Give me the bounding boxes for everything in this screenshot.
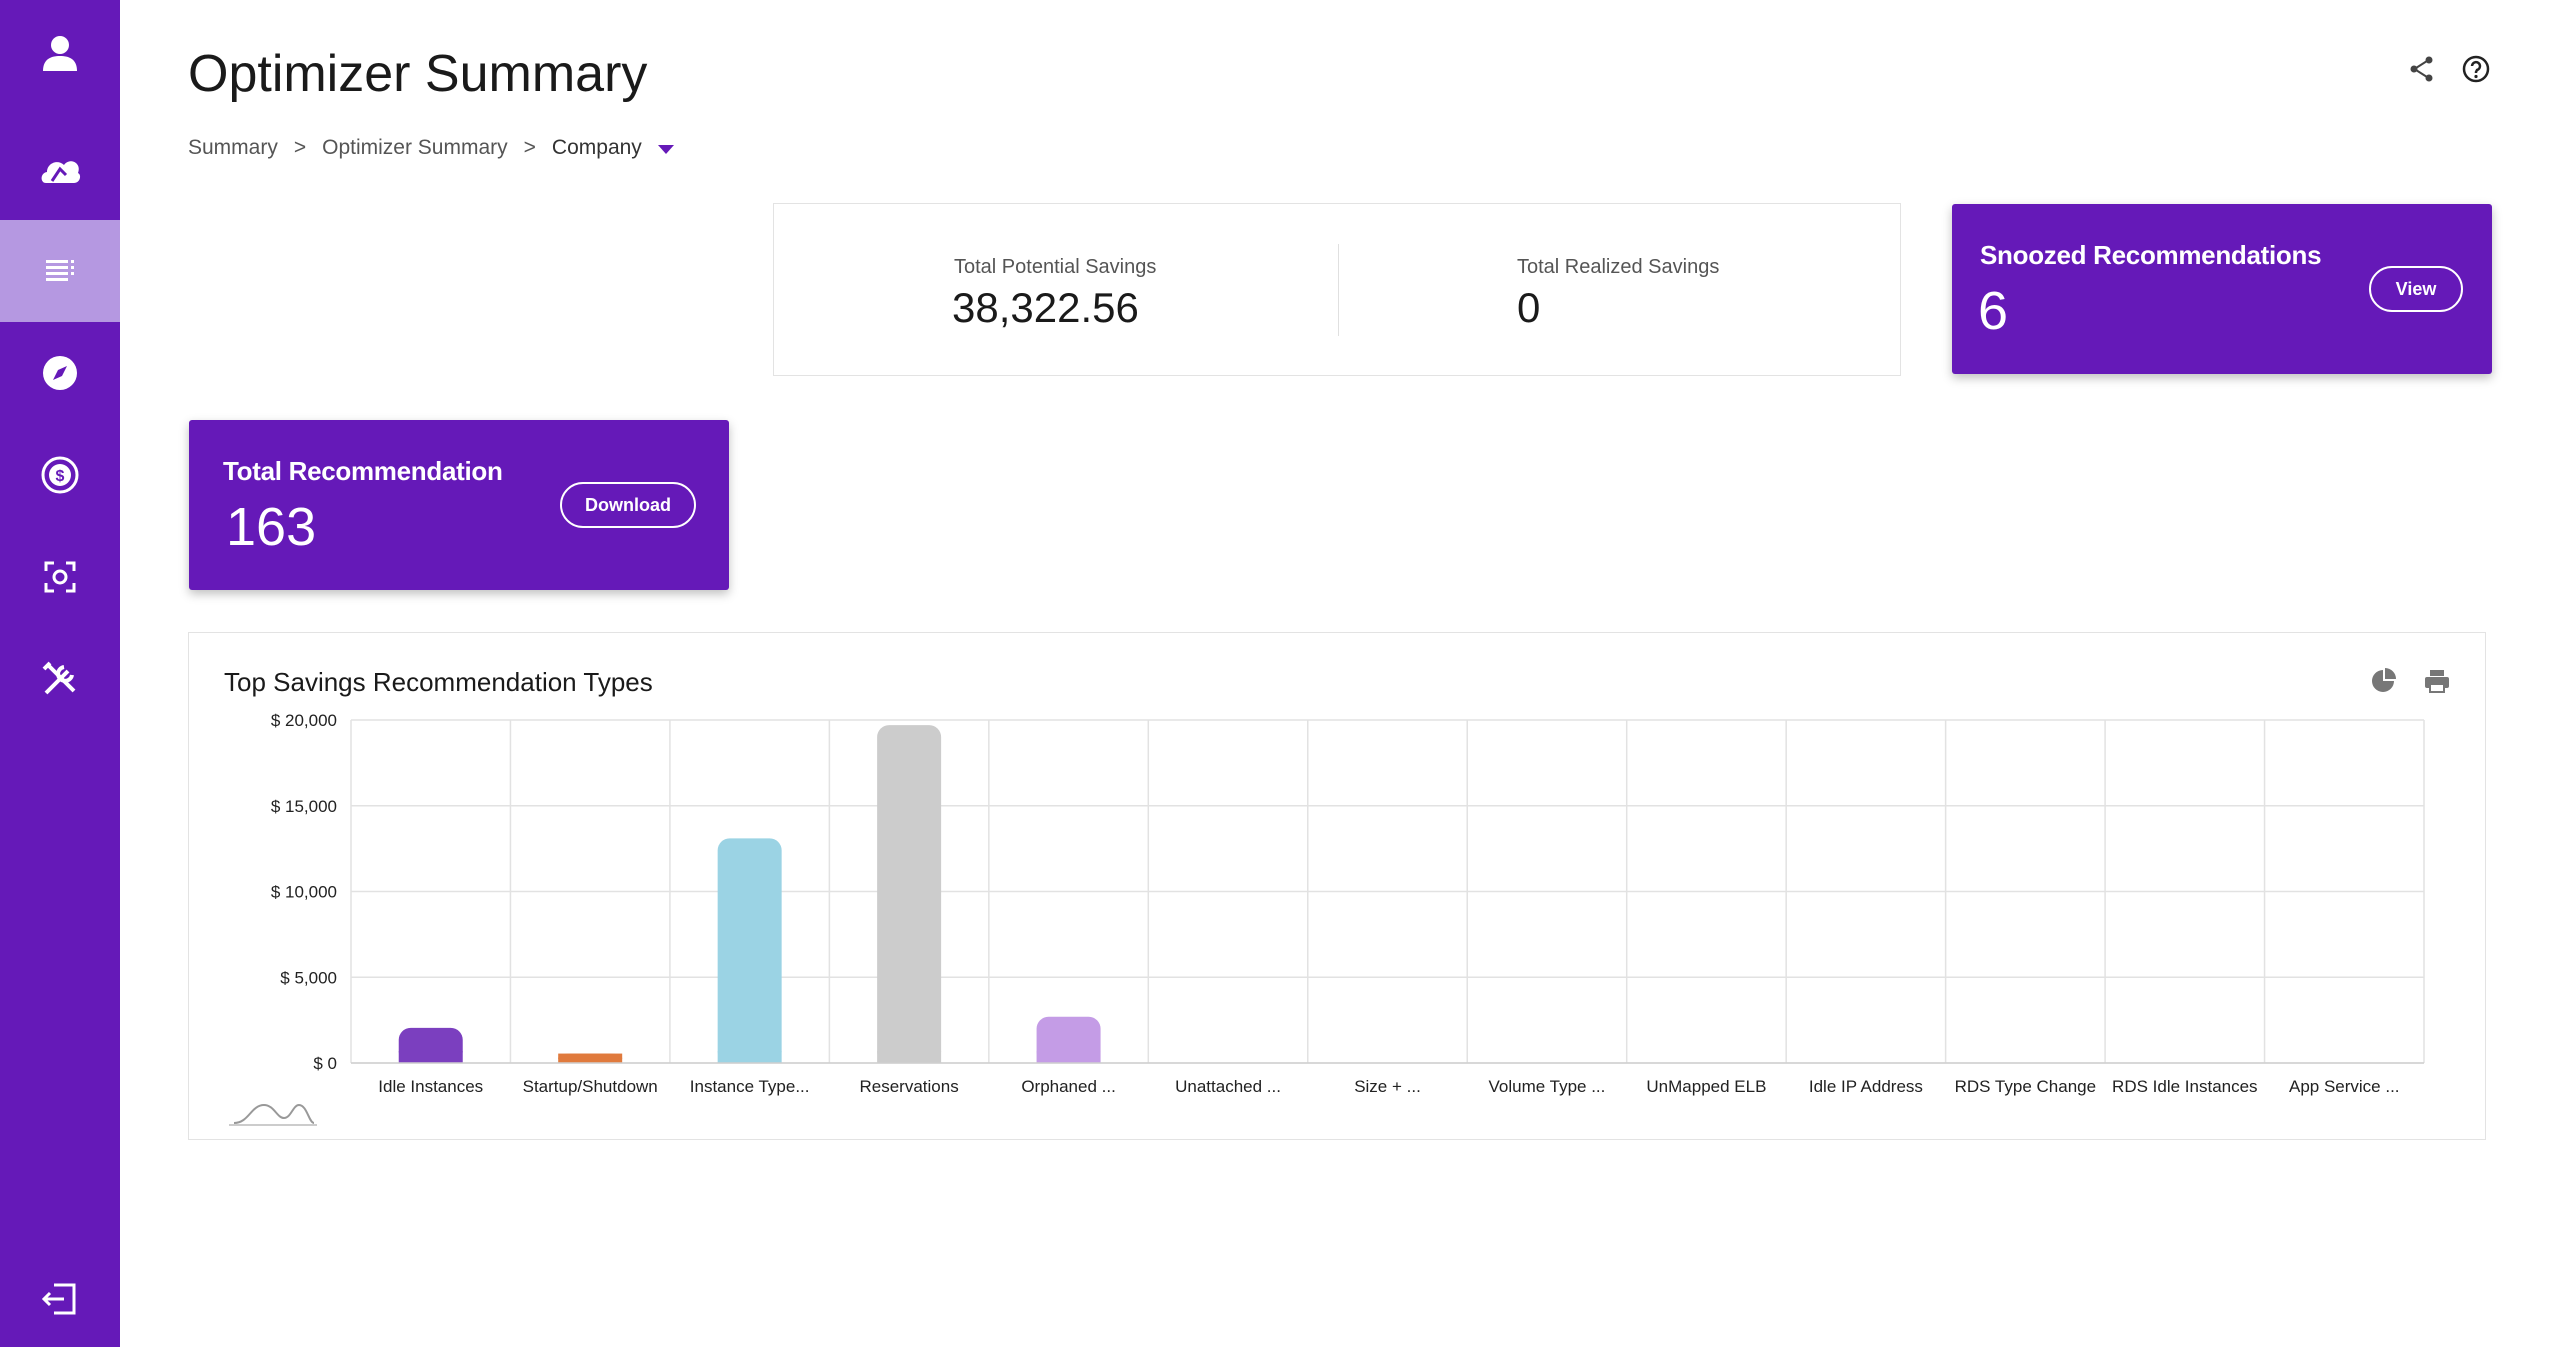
sidebar-item-compass[interactable] bbox=[0, 322, 120, 424]
y-tick-label: $ 5,000 bbox=[280, 968, 337, 987]
total-recommendation-title: Total Recommendation bbox=[223, 456, 503, 486]
x-category-label: Startup/Shutdown bbox=[523, 1077, 658, 1096]
y-tick-label: $ 20,000 bbox=[271, 711, 337, 730]
cloud-icon bbox=[41, 161, 81, 183]
total-recommendation-count: 163 bbox=[226, 497, 317, 557]
x-category-label: Volume Type ... bbox=[1489, 1077, 1606, 1096]
pie-chart-icon[interactable] bbox=[2369, 667, 2397, 695]
x-category-label: Idle Instances bbox=[378, 1077, 483, 1096]
y-tick-label: $ 15,000 bbox=[271, 797, 337, 816]
potential-savings-value: 38,322.56 bbox=[952, 284, 1139, 331]
chart-actions bbox=[2369, 667, 2451, 695]
realized-savings-value: 0 bbox=[1517, 284, 1541, 331]
sidebar: $ bbox=[0, 0, 120, 1347]
bar-chart: $ 0 $ 5,000 $ 10,000 $ 15,000 $ 20,000 Idle I… bbox=[229, 711, 2425, 1126]
bar-base bbox=[558, 1053, 623, 1063]
svg-text:$: $ bbox=[56, 468, 65, 485]
snoozed-title: Snoozed Recommendations bbox=[1980, 240, 2322, 270]
sidebar-item-list[interactable] bbox=[0, 220, 120, 322]
page-title: Optimizer Summary bbox=[188, 45, 648, 103]
x-category-label: Instance Type... bbox=[690, 1077, 810, 1096]
navigator-sparkline-icon bbox=[233, 1103, 315, 1124]
chart-title: Top Savings Recommendation Types bbox=[224, 667, 653, 697]
x-category-label: Orphaned ... bbox=[1021, 1077, 1116, 1096]
compass-icon bbox=[43, 356, 77, 390]
savings-chart-card: Top Savings Recommendation Types $ 0 $ 5,… bbox=[188, 632, 2486, 1140]
y-tick-label: $ 10,000 bbox=[271, 883, 337, 902]
snoozed-recommendations-card: Snoozed Recommendations 6 View bbox=[1952, 204, 2492, 374]
list-icon bbox=[46, 260, 74, 281]
breadcrumb-separator: > bbox=[293, 136, 307, 159]
breadcrumb-company-label: Company bbox=[551, 136, 642, 159]
view-button[interactable]: View bbox=[2369, 266, 2463, 312]
x-category-label: Size + ... bbox=[1354, 1077, 1421, 1096]
header-actions bbox=[2407, 54, 2491, 84]
x-category-label: RDS Idle Instances bbox=[2112, 1077, 2258, 1096]
total-recommendation-card: Total Recommendation 163 Download bbox=[189, 420, 729, 590]
savings-summary-card: Total Potential Savings 38,322.56 Total … bbox=[773, 203, 1901, 376]
logout-icon bbox=[41, 1283, 76, 1315]
sidebar-item-user[interactable] bbox=[0, 2, 120, 104]
bar bbox=[717, 838, 782, 1063]
x-category-label: Reservations bbox=[860, 1077, 959, 1096]
cost-icon: $ bbox=[41, 456, 79, 494]
bar-base bbox=[877, 1051, 942, 1063]
bar-base bbox=[1036, 1051, 1101, 1063]
snoozed-count: 6 bbox=[1978, 281, 2009, 341]
x-category-label: App Service ... bbox=[2289, 1077, 2400, 1096]
x-category-label: Idle IP Address bbox=[1809, 1077, 1923, 1096]
bar-base bbox=[398, 1051, 463, 1063]
caret-down-icon bbox=[657, 145, 674, 154]
potential-savings-label: Total Potential Savings bbox=[954, 256, 1157, 278]
main-content: Optimizer Summary Summary > Optimizer Su… bbox=[120, 0, 2561, 1347]
bar-base bbox=[717, 1051, 782, 1063]
bar bbox=[877, 725, 942, 1063]
breadcrumb-summary[interactable]: Summary bbox=[188, 136, 278, 159]
tools-icon bbox=[42, 661, 76, 695]
share-icon[interactable] bbox=[2407, 54, 2437, 84]
x-category-label: RDS Type Change bbox=[1955, 1077, 2096, 1096]
breadcrumb-company-dropdown[interactable]: Company bbox=[552, 136, 674, 160]
print-icon[interactable] bbox=[2423, 667, 2451, 695]
sidebar-item-tools[interactable] bbox=[0, 628, 120, 730]
y-tick-label: $ 0 bbox=[313, 1054, 337, 1073]
divider bbox=[1338, 244, 1339, 336]
download-button[interactable]: Download bbox=[560, 482, 696, 528]
breadcrumb-optimizer-summary[interactable]: Optimizer Summary bbox=[322, 136, 508, 159]
user-icon bbox=[43, 36, 77, 71]
scan-icon bbox=[44, 561, 76, 593]
breadcrumb-separator: > bbox=[523, 136, 536, 159]
sidebar-item-cloud[interactable] bbox=[0, 118, 120, 220]
sidebar-item-scan[interactable] bbox=[0, 526, 120, 628]
sidebar-item-cost[interactable]: $ bbox=[0, 424, 120, 526]
breadcrumb: Summary > Optimizer Summary > Company bbox=[188, 136, 674, 160]
x-category-label: UnMapped ELB bbox=[1646, 1077, 1766, 1096]
logout-button[interactable] bbox=[0, 1248, 120, 1350]
x-category-label: Unattached ... bbox=[1175, 1077, 1281, 1096]
realized-savings-label: Total Realized Savings bbox=[1517, 256, 1720, 278]
help-icon[interactable] bbox=[2461, 54, 2491, 84]
